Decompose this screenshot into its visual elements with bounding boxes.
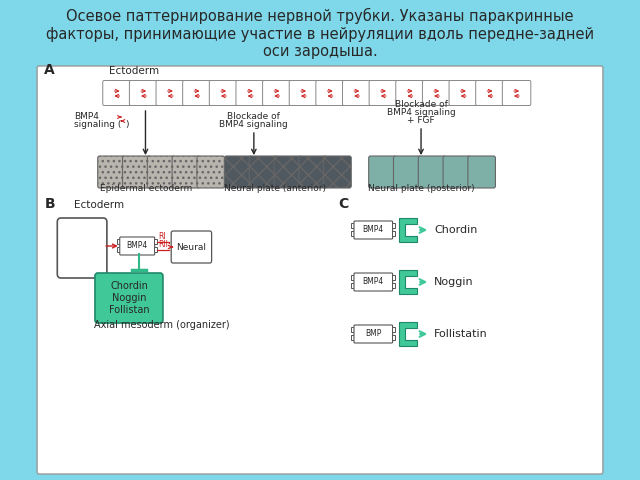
Text: Epidermal ectoderm: Epidermal ectoderm [100,184,192,193]
Text: BMP4: BMP4 [363,226,384,235]
Text: Follistatin: Follistatin [434,329,488,339]
FancyBboxPatch shape [394,156,421,188]
FancyBboxPatch shape [299,156,326,188]
PathPatch shape [399,322,417,346]
FancyBboxPatch shape [351,231,355,236]
FancyBboxPatch shape [236,81,264,106]
Text: BMP4 signaling: BMP4 signaling [220,120,288,129]
FancyBboxPatch shape [396,81,424,106]
FancyBboxPatch shape [354,221,392,239]
FancyBboxPatch shape [225,156,252,188]
FancyBboxPatch shape [37,66,603,474]
Text: BMP: BMP [365,329,381,338]
Text: A: A [44,63,55,77]
Text: Chordin: Chordin [434,225,477,235]
FancyBboxPatch shape [351,327,355,332]
Text: Ectoderm: Ectoderm [109,66,159,76]
FancyBboxPatch shape [289,81,317,106]
FancyBboxPatch shape [156,81,184,106]
FancyBboxPatch shape [58,218,107,278]
FancyBboxPatch shape [209,81,238,106]
FancyBboxPatch shape [117,247,121,252]
Text: C: C [339,197,349,211]
Text: Ectoderm: Ectoderm [74,200,124,210]
FancyBboxPatch shape [117,239,121,244]
Text: Осевое паттернирование нервной трубки. Указаны паракринные
факторы, принимающие : Осевое паттернирование нервной трубки. У… [46,8,594,59]
FancyBboxPatch shape [122,156,150,188]
FancyBboxPatch shape [392,275,396,280]
FancyBboxPatch shape [392,283,396,288]
Text: signaling (: signaling ( [74,120,121,129]
Text: Axial mesoderm (organizer): Axial mesoderm (organizer) [94,320,230,330]
FancyBboxPatch shape [392,231,396,236]
Text: Blockade of: Blockade of [227,112,280,121]
FancyBboxPatch shape [443,156,470,188]
FancyBboxPatch shape [154,239,157,244]
FancyBboxPatch shape [354,325,392,343]
FancyBboxPatch shape [502,81,531,106]
FancyBboxPatch shape [103,81,131,106]
FancyBboxPatch shape [351,283,355,288]
FancyBboxPatch shape [172,156,200,188]
Text: + FGF: + FGF [407,116,435,125]
Text: BMP4: BMP4 [127,241,148,251]
FancyBboxPatch shape [392,335,396,340]
FancyBboxPatch shape [369,81,397,106]
Text: ): ) [125,120,129,129]
PathPatch shape [399,218,417,242]
Text: BMP4: BMP4 [363,277,384,287]
FancyBboxPatch shape [351,223,355,228]
FancyBboxPatch shape [392,223,396,228]
Text: Neural plate (anterior): Neural plate (anterior) [225,184,326,193]
FancyBboxPatch shape [369,156,396,188]
Text: B: B [44,197,55,211]
Text: BMP4 signaling: BMP4 signaling [387,108,456,117]
FancyBboxPatch shape [249,156,277,188]
FancyBboxPatch shape [468,156,495,188]
FancyBboxPatch shape [476,81,504,106]
PathPatch shape [399,270,417,294]
FancyBboxPatch shape [98,156,125,188]
Text: Chordin
Noggin
Follistan: Chordin Noggin Follistan [109,281,149,314]
FancyBboxPatch shape [419,156,446,188]
FancyBboxPatch shape [422,81,451,106]
FancyBboxPatch shape [147,156,175,188]
FancyBboxPatch shape [351,335,355,340]
FancyBboxPatch shape [342,81,371,106]
FancyBboxPatch shape [324,156,351,188]
Text: RI: RI [158,232,166,241]
Text: BMP4: BMP4 [74,112,99,121]
Text: Noggin: Noggin [434,277,474,287]
FancyBboxPatch shape [274,156,301,188]
FancyBboxPatch shape [449,81,477,106]
Text: Neural plate (posterior): Neural plate (posterior) [368,184,474,193]
FancyBboxPatch shape [354,273,392,291]
Text: Neural: Neural [177,242,207,252]
FancyBboxPatch shape [392,327,396,332]
FancyBboxPatch shape [120,237,155,255]
Text: RII: RII [158,240,168,249]
Text: Blockade of: Blockade of [395,100,447,109]
FancyBboxPatch shape [171,231,212,263]
FancyBboxPatch shape [154,247,157,252]
FancyBboxPatch shape [262,81,291,106]
FancyBboxPatch shape [182,81,211,106]
FancyBboxPatch shape [129,81,158,106]
FancyBboxPatch shape [197,156,225,188]
FancyBboxPatch shape [95,273,163,323]
FancyBboxPatch shape [351,275,355,280]
FancyBboxPatch shape [316,81,344,106]
